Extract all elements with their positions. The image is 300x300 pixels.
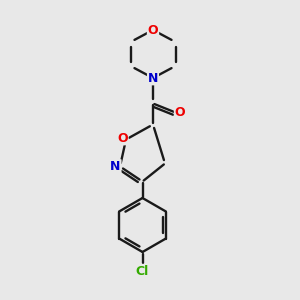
Text: N: N [110,160,121,173]
Text: O: O [175,106,185,119]
Text: Cl: Cl [136,265,149,278]
Text: O: O [117,131,128,145]
Text: O: O [148,23,158,37]
Text: N: N [148,71,158,85]
